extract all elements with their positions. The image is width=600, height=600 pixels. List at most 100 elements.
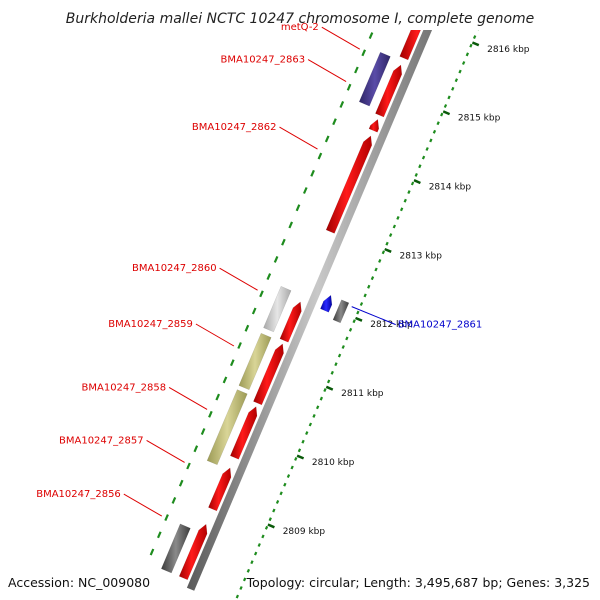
ruler-minor-tick xyxy=(283,482,287,487)
ruler-minor-tick xyxy=(414,172,418,177)
ruler-minor-tick xyxy=(429,138,433,143)
gene-label[interactable]: BMA10247_2862 xyxy=(192,122,277,133)
ruler-major-tick xyxy=(442,110,451,116)
ruler-minor-tick xyxy=(403,198,407,203)
cds-feature[interactable] xyxy=(375,64,403,118)
gene-tick xyxy=(273,255,279,263)
ruler-minor-tick xyxy=(235,594,240,599)
cds-feature[interactable] xyxy=(208,467,232,512)
cds-feature[interactable] xyxy=(253,343,284,406)
ruler-minor-tick xyxy=(440,112,444,117)
ruler-minor-tick xyxy=(451,86,455,91)
map-title: Burkholderia mallei NCTC 10247 chromosom… xyxy=(66,11,535,27)
ruler-minor-tick xyxy=(477,30,479,31)
ruler-minor-tick xyxy=(472,35,477,40)
gene-label-leader xyxy=(307,59,347,83)
gene-tick xyxy=(288,221,294,229)
ruler-minor-tick xyxy=(418,164,422,169)
ruler-minor-tick xyxy=(461,61,466,65)
gene-tick xyxy=(200,428,206,436)
gene-tick xyxy=(222,376,228,384)
ruler-minor-tick xyxy=(432,129,437,134)
ruler-major-tick xyxy=(296,454,305,460)
gene-label[interactable]: metQ-2 xyxy=(281,22,319,33)
gene-tick xyxy=(244,324,250,332)
ruler-minor-tick xyxy=(279,491,283,496)
ruler-minor-tick xyxy=(308,422,313,427)
ruler-minor-tick xyxy=(443,104,448,108)
ruler-label: 2810 kbp xyxy=(312,458,355,468)
gene-label[interactable]: BMA10247_2863 xyxy=(221,55,306,66)
ruler-major-tick xyxy=(471,41,480,47)
gene-label-leader xyxy=(279,126,318,150)
cds-feature[interactable] xyxy=(399,0,439,61)
ruler-minor-tick xyxy=(305,431,309,436)
gene-label[interactable]: BMA10247_2857 xyxy=(59,435,144,446)
cds-feature[interactable] xyxy=(325,135,373,234)
ruler-minor-tick xyxy=(312,413,316,418)
gene-label[interactable]: BMA10247_2861 xyxy=(398,320,483,331)
cds-feature[interactable] xyxy=(178,523,208,581)
ruler-minor-tick xyxy=(425,147,429,151)
gene-label-leader xyxy=(123,493,163,517)
ruler-minor-tick xyxy=(264,525,269,530)
ruler-major-tick xyxy=(384,247,392,253)
gene-tick xyxy=(384,0,387,4)
ruler-minor-tick xyxy=(436,121,440,126)
ruler-minor-tick xyxy=(465,52,470,57)
gene-tick xyxy=(215,393,221,401)
gene-label[interactable]: BMA10247_2859 xyxy=(108,319,193,330)
gene-tick xyxy=(178,479,184,487)
gene-label[interactable]: BMA10247_2860 xyxy=(132,263,217,274)
gene-tick xyxy=(302,187,308,194)
ruler-minor-tick xyxy=(356,310,360,315)
gene-label-leader xyxy=(168,386,208,410)
ruler-minor-tick xyxy=(330,370,334,375)
ruler-minor-tick xyxy=(407,190,411,195)
ruler-minor-tick xyxy=(367,284,371,289)
gene-label-leader xyxy=(219,267,258,291)
gene-feature-2860[interactable] xyxy=(263,285,292,333)
ruler-minor-tick xyxy=(323,388,327,393)
gene-tick xyxy=(259,290,264,298)
gene-feature-metq[interactable] xyxy=(358,51,391,107)
accession-text: Accession: NC_009080 xyxy=(8,575,150,590)
ruler-major-tick xyxy=(413,179,421,185)
ruler-minor-tick xyxy=(352,319,356,324)
ruler-label: 2816 kbp xyxy=(487,45,530,55)
ruler-minor-tick xyxy=(410,181,415,186)
gene-feature-2861-grey[interactable] xyxy=(332,299,350,324)
gene-tick xyxy=(164,514,169,522)
ruler-minor-tick xyxy=(396,215,400,220)
ruler-label: 2809 kbp xyxy=(283,527,326,537)
label-layer: metQ-2 BMA10247_2863 BMA10247_2862 BMA10247… xyxy=(36,22,483,517)
gene-tick xyxy=(361,49,367,57)
ruler-minor-tick xyxy=(257,543,261,547)
ruler-minor-tick xyxy=(275,499,280,504)
gene-tick xyxy=(208,410,213,418)
gene-label-leader xyxy=(146,439,185,463)
ruler-minor-tick xyxy=(341,345,345,349)
ruler-minor-tick xyxy=(359,302,364,306)
ruler-minor-tick xyxy=(319,396,324,401)
gene-feature-2861-blue[interactable] xyxy=(320,294,333,313)
gene-tick xyxy=(193,445,199,453)
cds-feature[interactable] xyxy=(229,406,258,460)
gene-feature-2858[interactable] xyxy=(206,389,248,466)
ruler-label: 2815 kbp xyxy=(458,114,501,124)
gene-tick xyxy=(229,359,235,367)
gene-label[interactable]: BMA10247_2858 xyxy=(82,382,167,393)
gene-feature-2859[interactable] xyxy=(238,332,272,391)
gene-tick xyxy=(332,118,337,126)
gene-label-leader xyxy=(195,323,235,347)
gene-feature-2856[interactable] xyxy=(160,523,191,574)
gene-label[interactable]: BMA10247_2856 xyxy=(36,489,121,500)
ruler-minor-tick xyxy=(253,551,258,556)
cds-feature[interactable] xyxy=(368,118,380,133)
ruler-minor-tick xyxy=(272,508,276,513)
cds-feature[interactable] xyxy=(279,301,302,343)
ruler-minor-tick xyxy=(388,233,393,238)
gene-label-leader xyxy=(321,26,361,50)
